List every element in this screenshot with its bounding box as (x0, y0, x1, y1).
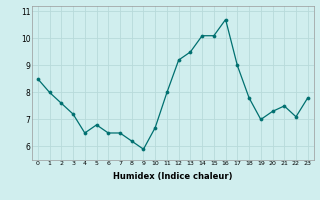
X-axis label: Humidex (Indice chaleur): Humidex (Indice chaleur) (113, 172, 233, 181)
